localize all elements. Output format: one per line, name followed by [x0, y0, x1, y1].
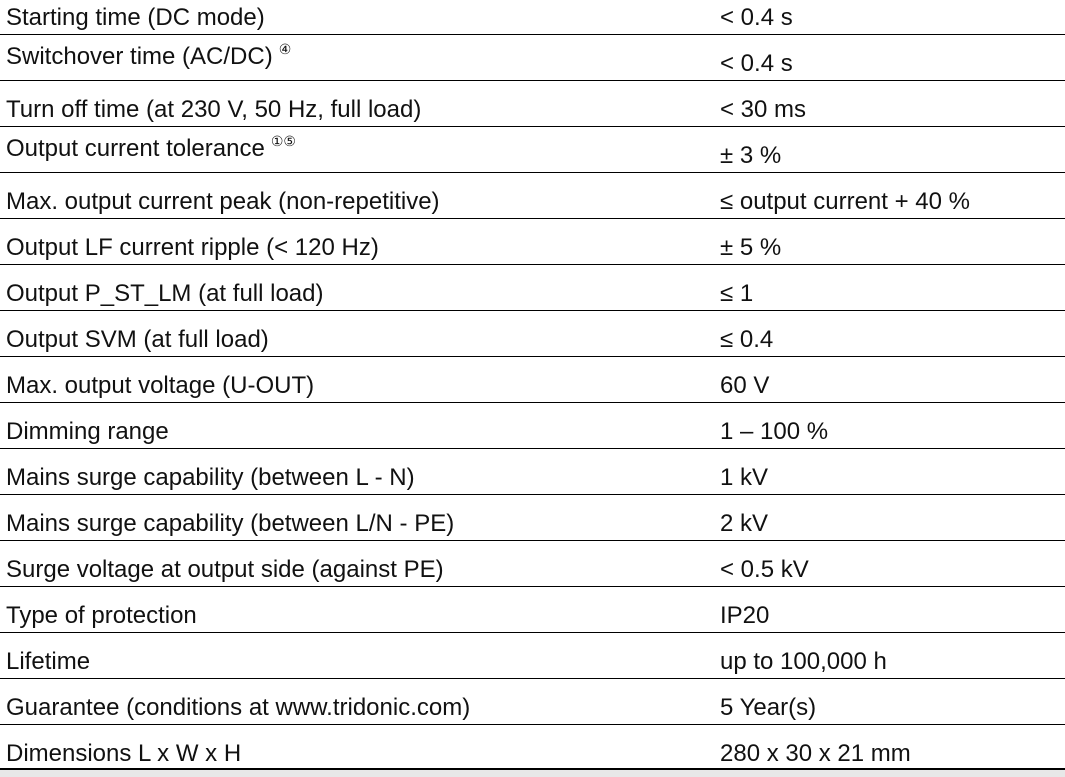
label-text: Turn off time (at 230 V, 50 Hz, full loa… [6, 96, 422, 123]
label-text: Lifetime [6, 648, 91, 675]
table-row: Guarantee (conditions at www.tridonic.co… [0, 679, 1065, 725]
table-row: Switchover time (AC/DC) ④ < 0.4 s [0, 35, 1065, 81]
row-value: < 30 ms [720, 96, 807, 123]
label-text: Max. output current peak (non-repetitive… [6, 188, 440, 215]
row-label: Output SVM (at full load) [6, 328, 269, 352]
row-label: Turn off time (at 230 V, 50 Hz, full loa… [6, 98, 421, 122]
row-label: Type of protection [6, 604, 197, 628]
row-value: < 0.4 s [720, 50, 793, 77]
row-label: Dimensions L x W x H [6, 742, 241, 766]
label-text: Guarantee (conditions at www.tridonic.co… [6, 694, 471, 721]
label-text: Output SVM (at full load) [6, 326, 269, 353]
table-row: Max. output voltage (U-OUT) 60 V [0, 357, 1065, 403]
row-value: 1 kV [720, 464, 769, 491]
row-value: ≤ 1 [720, 280, 754, 307]
row-value: ± 3 % [720, 142, 782, 169]
row-label: Mains surge capability (between L/N - PE… [6, 512, 454, 536]
row-label: Switchover time (AC/DC) ④ [6, 42, 291, 70]
label-text: Output LF current ripple (< 120 Hz) [6, 234, 379, 261]
table-row: Surge voltage at output side (against PE… [0, 541, 1065, 587]
label-text: Dimming range [6, 418, 169, 445]
label-text: Mains surge capability (between L/N - PE… [6, 510, 455, 537]
footnote-marker: ①⑤ [270, 133, 296, 149]
table-row: Mains surge capability (between L - N) 1 … [0, 449, 1065, 495]
table-row: Dimming range 1 – 100 % [0, 403, 1065, 449]
table-row: Lifetime up to 100,000 h [0, 633, 1065, 679]
row-label: Output LF current ripple (< 120 Hz) [6, 236, 379, 260]
label-text: Switchover time (AC/DC) [6, 43, 273, 70]
row-value: < 0.4 s [720, 4, 793, 31]
row-label: Output P_ST_LM (at full load) [6, 282, 323, 306]
row-label: Output current tolerance ①⑤ [6, 134, 296, 162]
row-value: 60 V [720, 372, 770, 399]
table-row: Output SVM (at full load) ≤ 0.4 [0, 311, 1065, 357]
label-text: Surge voltage at output side (against PE… [6, 556, 444, 583]
table-row: Type of protection IP20 [0, 587, 1065, 633]
label-text: Starting time (DC mode) [6, 4, 265, 31]
row-value: ≤ output current + 40 % [720, 188, 970, 215]
row-label: Max. output current peak (non-repetitive… [6, 190, 440, 214]
label-text: Dimensions L x W x H [6, 740, 242, 767]
table-row: Mains surge capability (between L/N - PE… [0, 495, 1065, 541]
footer-strip [0, 770, 1065, 777]
row-value: 280 x 30 x 21 mm [720, 740, 911, 767]
label-text: Output current tolerance [6, 135, 265, 162]
row-label: Guarantee (conditions at www.tridonic.co… [6, 696, 470, 720]
row-value: up to 100,000 h [720, 648, 887, 675]
table-row: Output LF current ripple (< 120 Hz) ± 5 % [0, 219, 1065, 265]
row-value: 5 Year(s) [720, 694, 817, 721]
table-row: Output P_ST_LM (at full load) ≤ 1 [0, 265, 1065, 311]
row-label: Max. output voltage (U-OUT) [6, 374, 314, 398]
footnote-marker: ④ [278, 41, 292, 57]
row-value: ± 5 % [720, 234, 782, 261]
row-label: Dimming range [6, 420, 169, 444]
row-value: IP20 [720, 602, 770, 629]
row-label: Lifetime [6, 650, 90, 674]
table-row: Turn off time (at 230 V, 50 Hz, full loa… [0, 81, 1065, 127]
row-value: < 0.5 kV [720, 556, 809, 583]
label-text: Mains surge capability (between L - N) [6, 464, 415, 491]
label-text: Type of protection [6, 602, 197, 629]
label-text: Output P_ST_LM (at full load) [6, 280, 324, 307]
table-row: Max. output current peak (non-repetitive… [0, 173, 1065, 219]
row-value: 2 kV [720, 510, 769, 537]
table-row: Output current tolerance ①⑤ ± 3 % [0, 127, 1065, 173]
label-text: Max. output voltage (U-OUT) [6, 372, 315, 399]
row-value: 1 – 100 % [720, 418, 829, 445]
row-value: ≤ 0.4 [720, 326, 774, 353]
row-label: Mains surge capability (between L - N) [6, 466, 415, 490]
table-row: Dimensions L x W x H 280 x 30 x 21 mm [0, 725, 1065, 771]
row-label: Starting time (DC mode) [6, 6, 265, 30]
table-row: Starting time (DC mode) < 0.4 s [0, 0, 1065, 35]
row-label: Surge voltage at output side (against PE… [6, 558, 444, 582]
